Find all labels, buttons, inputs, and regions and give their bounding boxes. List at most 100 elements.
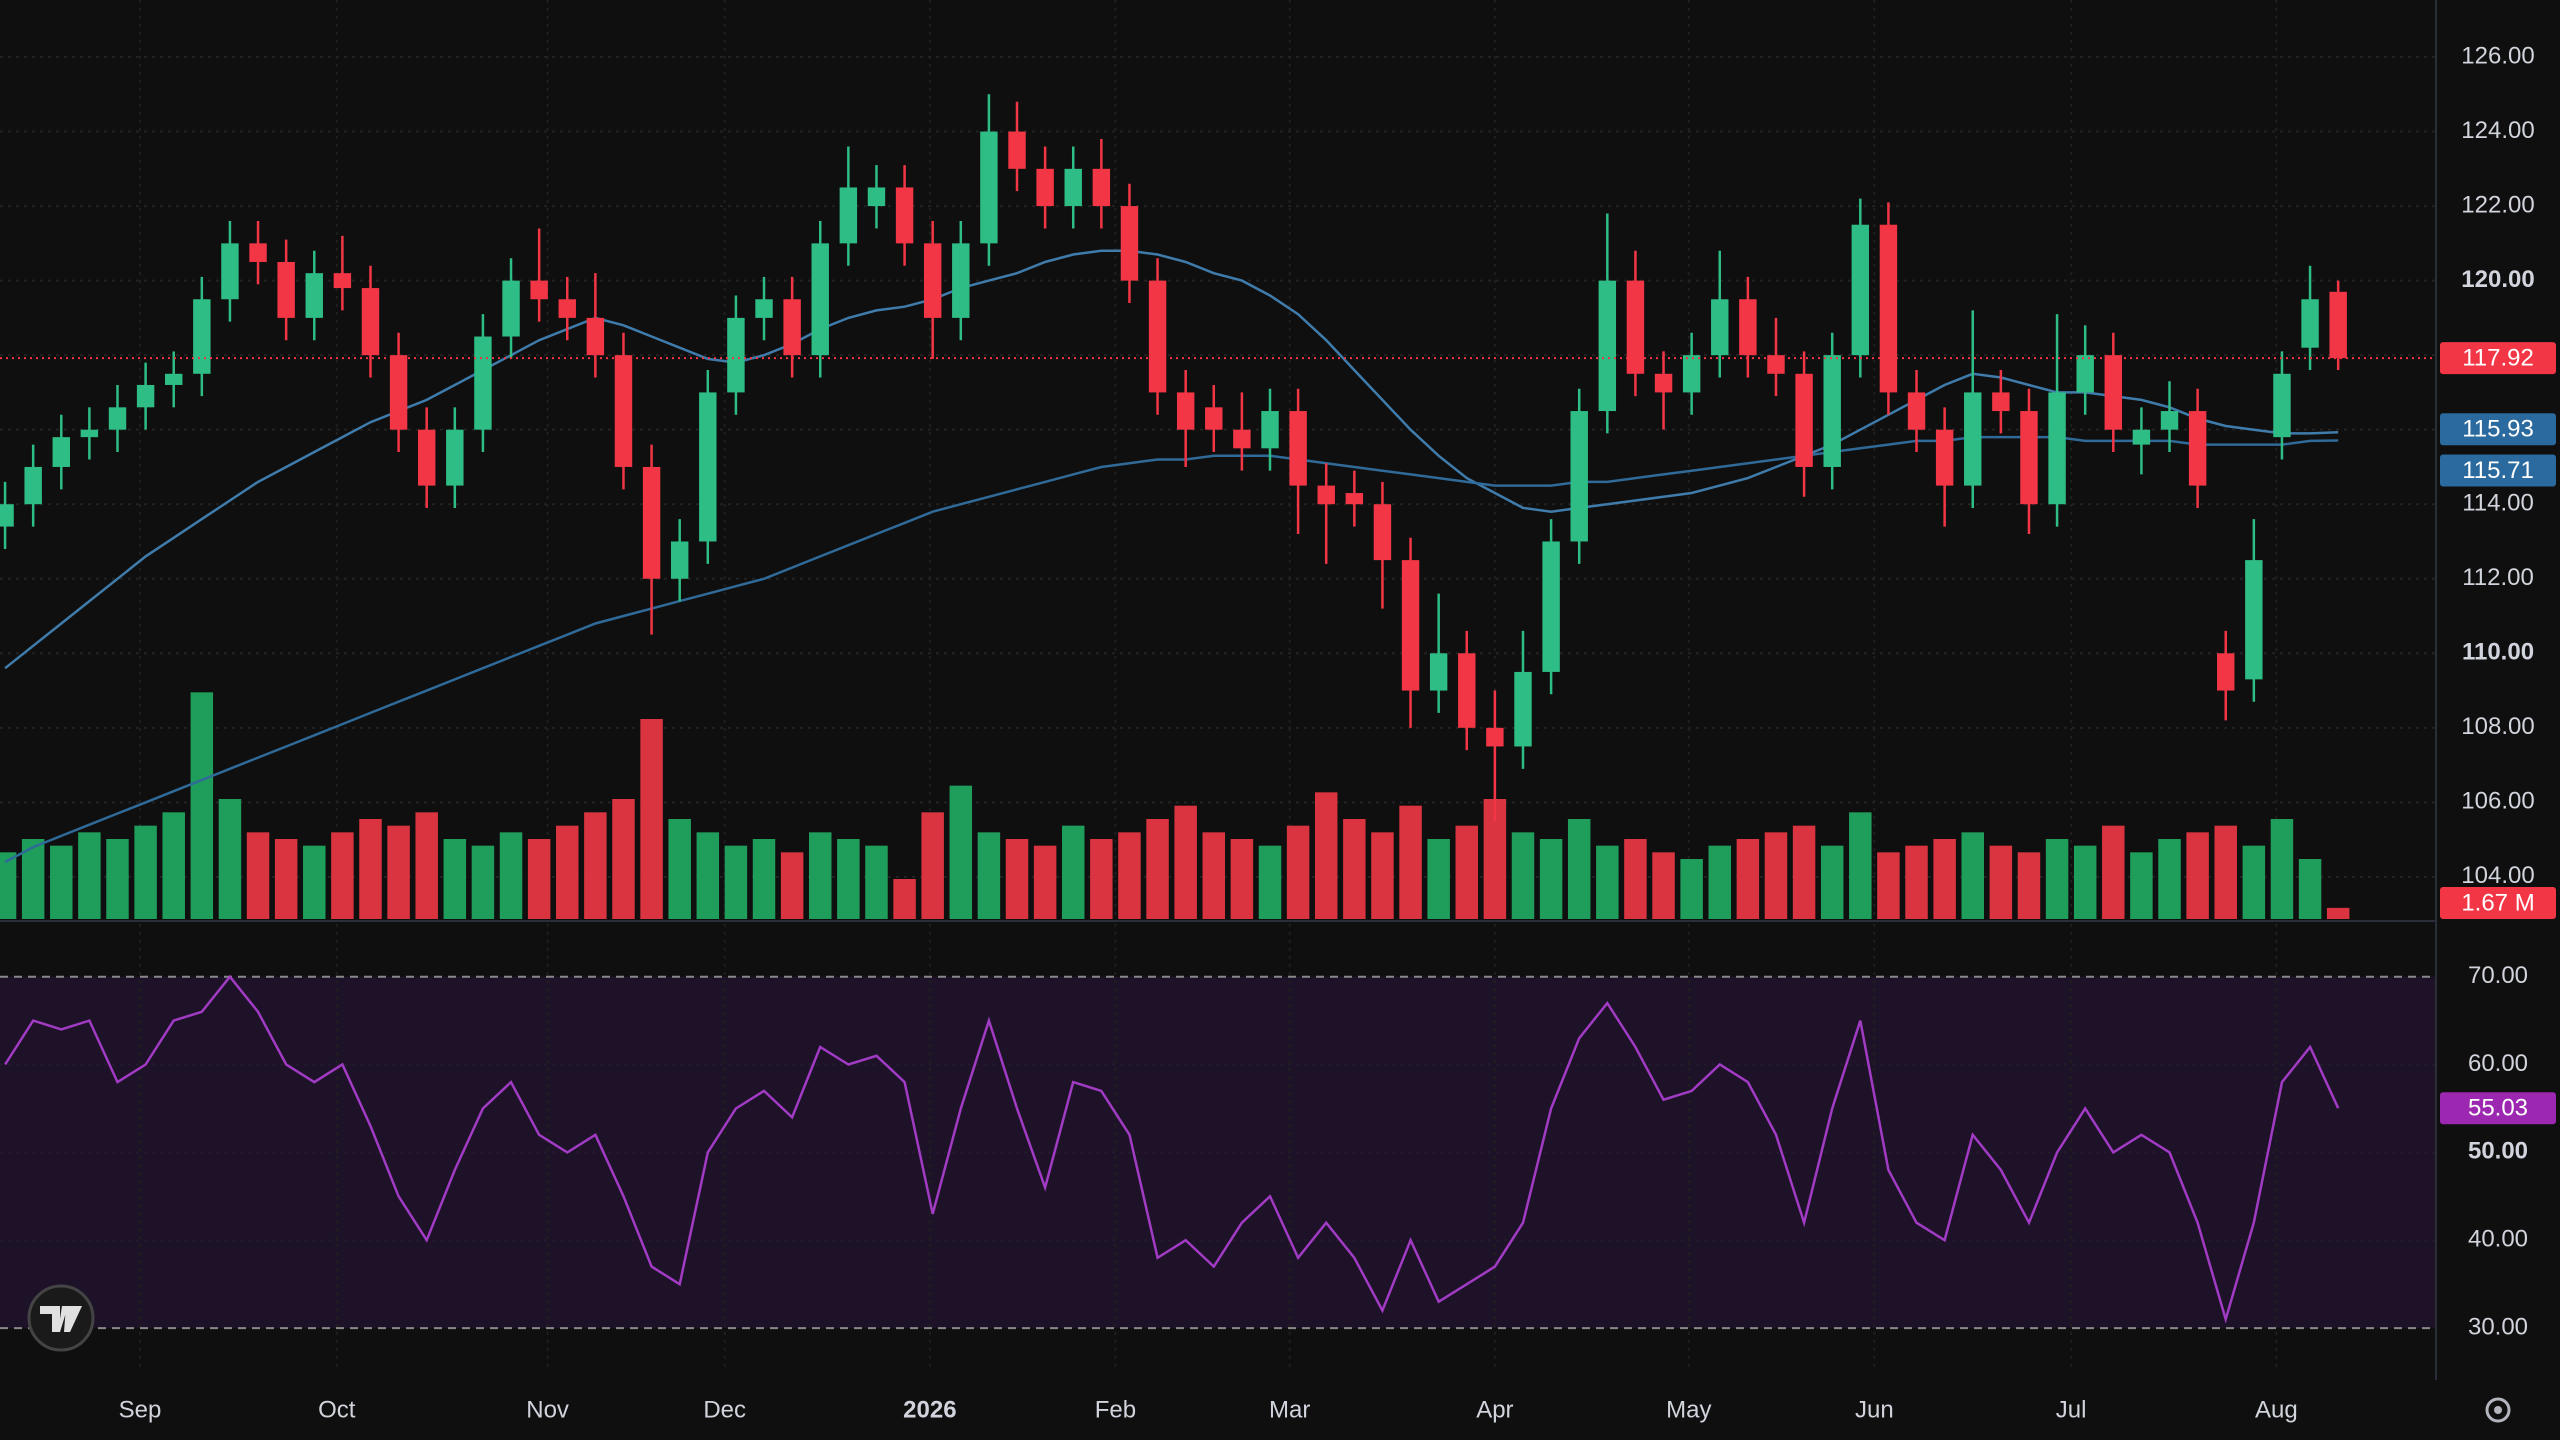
candle-body <box>2301 299 2319 348</box>
volume-bar <box>190 692 214 919</box>
y-tick-label: 110.00 <box>2462 639 2534 666</box>
candle-body <box>1401 560 1420 691</box>
y-tick-label: 114.00 <box>2462 490 2534 517</box>
candle-body <box>1261 411 1279 449</box>
rsi-line <box>4 974 2340 1324</box>
candle-body <box>305 273 323 318</box>
candle-body <box>1739 299 1757 356</box>
candle-body <box>249 243 267 262</box>
volume-bar <box>471 845 495 919</box>
volume-bar <box>218 799 242 919</box>
x-tick-label: Nov <box>526 1396 569 1423</box>
candle-body <box>952 243 970 318</box>
volume-bar <box>949 785 973 919</box>
candle-body <box>1626 280 1645 374</box>
candle-body <box>2104 355 2123 430</box>
candle-body <box>783 299 801 356</box>
candle-body <box>136 384 155 408</box>
candle-body <box>389 355 408 430</box>
volume-bar <box>2214 825 2237 919</box>
candle-body <box>1514 671 1532 747</box>
candle-body <box>1429 653 1448 691</box>
volume-bar <box>1005 839 1029 919</box>
volume-bar <box>1820 845 1844 919</box>
volume-bar <box>1455 825 1479 919</box>
candle-body <box>446 429 464 486</box>
candle-body <box>1964 392 1982 486</box>
candle-body <box>811 243 829 356</box>
y-tick-label: 126.00 <box>2461 42 2534 69</box>
volume-bar <box>584 812 607 919</box>
rsi-tick-label: 40.00 <box>2468 1226 2528 1253</box>
x-tick-label: 2026 <box>903 1396 956 1423</box>
rsi-tick-label: 30.00 <box>2468 1313 2528 1340</box>
candle-body <box>165 373 183 385</box>
volume-bar <box>1343 819 1366 919</box>
candle-body <box>1148 280 1167 393</box>
candle-body <box>614 355 633 467</box>
candle-body <box>980 131 998 244</box>
volume-bar <box>443 839 467 919</box>
x-tick-label: May <box>1666 1396 1711 1423</box>
y-tick-label: 124.00 <box>2461 117 2534 144</box>
volume-bar <box>1427 839 1450 919</box>
y-tick-label: 106.00 <box>2461 788 2534 815</box>
candle-body <box>2273 373 2291 438</box>
volume-bar <box>865 845 888 919</box>
volume-bar <box>78 832 101 919</box>
volume-bar <box>1061 825 1085 919</box>
candle-body <box>108 407 127 430</box>
candle-body <box>2048 392 2066 505</box>
candle-body <box>867 187 886 207</box>
volume-bar <box>0 852 17 919</box>
grid <box>0 0 2436 1372</box>
volume-bar <box>1286 825 1310 919</box>
tradingview-logo[interactable] <box>27 1284 95 1352</box>
candle-body <box>1992 392 2010 412</box>
volume-bar <box>2298 859 2322 919</box>
candle-body <box>1233 429 1251 449</box>
candle-body <box>361 288 380 356</box>
candle-body <box>2020 411 2038 505</box>
volume-bar <box>1989 845 2013 919</box>
candle-body <box>1879 224 1898 393</box>
settings-icon[interactable] <box>2485 1397 2511 1423</box>
x-tick-label: Apr <box>1476 1396 1513 1423</box>
candle-body <box>530 280 548 300</box>
volume-bar <box>134 825 157 919</box>
volume-bar <box>2242 845 2266 919</box>
y-tick-label: 122.00 <box>2461 191 2534 218</box>
rsi-label: 55.03 <box>2468 1095 2528 1122</box>
volume-bar <box>1539 839 1563 919</box>
volume-bar <box>1905 845 1928 919</box>
volume-bar <box>977 832 1001 919</box>
labels: Sep Oct Nov Dec 2026 Feb Mar Apr May Jun Jul Aug 104… <box>119 42 2556 1423</box>
volume-bar <box>1849 812 1872 919</box>
candle-body <box>502 280 520 337</box>
candle-body <box>923 243 942 318</box>
volume-bar <box>696 832 720 919</box>
x-tick-label: Sep <box>119 1396 162 1423</box>
volume-bar <box>2017 852 2041 919</box>
volume-bar <box>724 845 748 919</box>
x-tick-label: Jun <box>1855 1396 1894 1423</box>
last-price-label-box <box>2440 342 2556 375</box>
volume-bar <box>1202 832 1226 919</box>
candle-body <box>1907 392 1926 430</box>
candle-body <box>2076 355 2094 393</box>
volume-bar <box>21 839 45 919</box>
candle-body <box>586 317 605 356</box>
marks <box>0 94 2436 1324</box>
volume-label-box <box>2440 887 2556 919</box>
volume-bar <box>303 845 326 919</box>
candle-body <box>1120 206 1139 281</box>
volume-bar <box>893 879 916 919</box>
candle-body <box>558 299 576 318</box>
volume-bar <box>1033 845 1057 919</box>
candle-body <box>1654 373 1673 393</box>
candle-body <box>474 336 492 430</box>
volume-bar <box>640 719 663 919</box>
candle-body <box>1064 168 1082 207</box>
